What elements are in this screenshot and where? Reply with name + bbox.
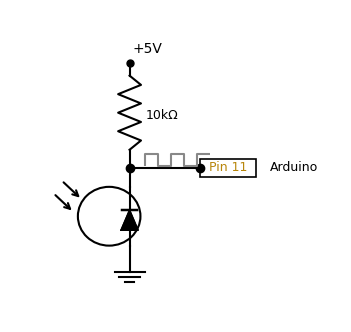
Text: Pin 11: Pin 11 <box>209 161 247 174</box>
Text: Arduino: Arduino <box>270 161 318 174</box>
Text: 10kΩ: 10kΩ <box>146 109 179 122</box>
Bar <box>200 159 256 177</box>
Text: +5V: +5V <box>132 42 162 56</box>
Polygon shape <box>121 210 138 230</box>
